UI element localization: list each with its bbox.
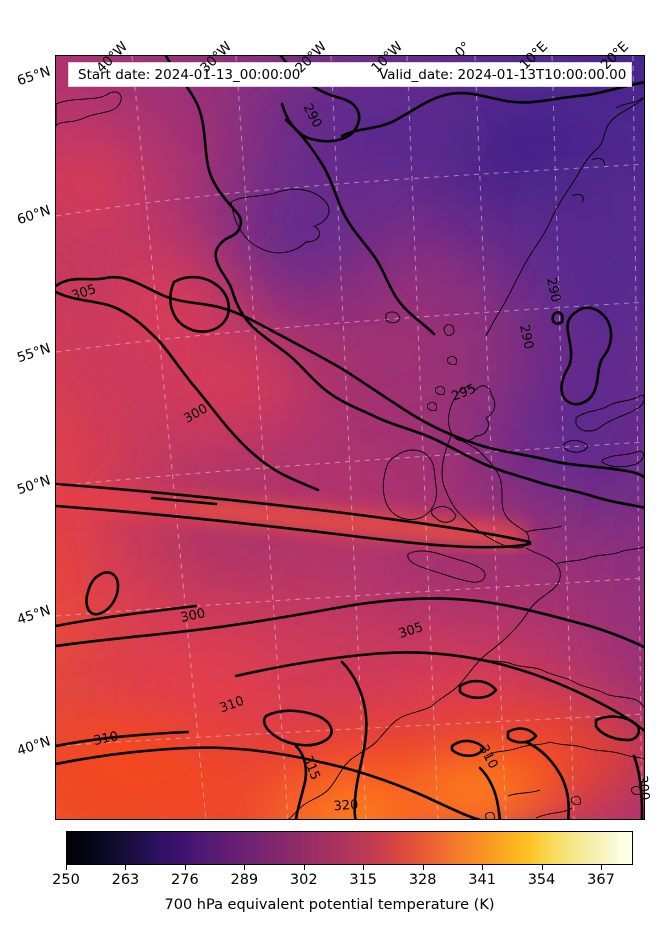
colorbar-tick bbox=[66, 865, 67, 870]
colorbar-tick bbox=[244, 865, 246, 870]
colorbar-tick-label: 276 bbox=[171, 872, 199, 888]
colorbar-tick bbox=[363, 865, 365, 870]
colorbar-tick-label: 354 bbox=[527, 872, 556, 888]
colorbar-tick-label: 289 bbox=[230, 872, 259, 888]
lat-tick-label: 40°N bbox=[15, 733, 53, 760]
lat-tick-label: 60°N bbox=[15, 202, 53, 229]
valid-date-label: Valid_date: 2024-01-13T10:00:00.00 bbox=[379, 66, 627, 83]
colorbar-tick-label: 250 bbox=[52, 872, 80, 888]
lat-tick-label: 55°N bbox=[15, 340, 53, 367]
colorbar-tick-label: 367 bbox=[587, 872, 615, 888]
map-clip bbox=[56, 56, 644, 819]
colorbar-gradient bbox=[66, 831, 633, 865]
lat-tick-label: 45°N bbox=[15, 602, 53, 629]
graticule bbox=[56, 56, 644, 819]
colorbar-tick-label: 315 bbox=[349, 872, 378, 888]
colorbar-tick-label: 302 bbox=[289, 872, 318, 888]
colorbar-tick-label: 263 bbox=[111, 872, 140, 888]
colorbar-tick-label: 341 bbox=[468, 872, 496, 888]
colorbar-tick bbox=[184, 865, 186, 870]
colorbar-tick bbox=[600, 865, 602, 870]
colorbar-tick bbox=[482, 865, 484, 870]
colorbar[interactable]: 250 263 276 289 302 315 328 341 354 367 bbox=[52, 831, 633, 888]
colorbar-caption: 700 hPa equivalent potential temperature… bbox=[164, 897, 495, 913]
colorbar-tick bbox=[541, 865, 543, 870]
title-banner: Start date: 2024-01-13_00:00:00 Valid_da… bbox=[68, 62, 632, 87]
colorbar-tick-label: 328 bbox=[408, 872, 437, 888]
map-overlay bbox=[56, 56, 644, 819]
contour-label: 320 bbox=[333, 797, 359, 815]
contour-label: 300 bbox=[634, 774, 652, 802]
colorbar-tick bbox=[303, 865, 305, 870]
contour-lines bbox=[56, 56, 644, 819]
lat-tick-label: 65°N bbox=[15, 63, 53, 90]
colorbar-tick bbox=[422, 865, 424, 870]
lat-tick-label: 50°N bbox=[15, 472, 53, 499]
start-date-label: Start date: 2024-01-13_00:00:00 bbox=[78, 66, 301, 83]
map-plot-area[interactable] bbox=[55, 55, 645, 820]
colorbar-tick bbox=[125, 865, 127, 870]
coastlines bbox=[56, 91, 644, 819]
